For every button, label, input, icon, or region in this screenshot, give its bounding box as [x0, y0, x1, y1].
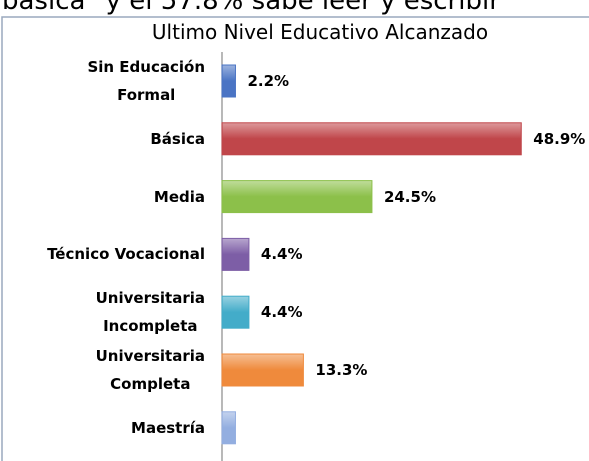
category-label: Sin Educación Formal — [87, 58, 205, 104]
category-label: Técnico Vocacional — [47, 245, 205, 264]
category-label: Universitaria Incompleta — [95, 289, 205, 336]
category-label: Básica — [150, 129, 205, 148]
value-label: 2.2% — [247, 72, 290, 90]
header-text: básica" y el 57.8% sabe leer y escribir — [2, 0, 500, 16]
value-label: 48.9% — [533, 129, 586, 148]
chart-title: Ultimo Nivel Educativo Alcanzado — [151, 20, 489, 44]
value-label: 4.4% — [260, 303, 303, 322]
category-label: Maestría — [131, 418, 205, 437]
bar — [221, 411, 236, 445]
value-label: 4.4% — [260, 245, 303, 264]
bar — [221, 295, 250, 329]
chart-frame — [1, 16, 589, 461]
bar — [221, 353, 304, 387]
category-label: Universitaria Completa — [95, 347, 205, 393]
bar — [221, 64, 236, 98]
bar — [221, 180, 373, 214]
value-label: 13.3% — [315, 361, 368, 379]
bar — [221, 122, 522, 156]
bar — [221, 237, 250, 271]
category-label: Media — [153, 187, 205, 206]
value-label: 24.5% — [383, 187, 436, 206]
